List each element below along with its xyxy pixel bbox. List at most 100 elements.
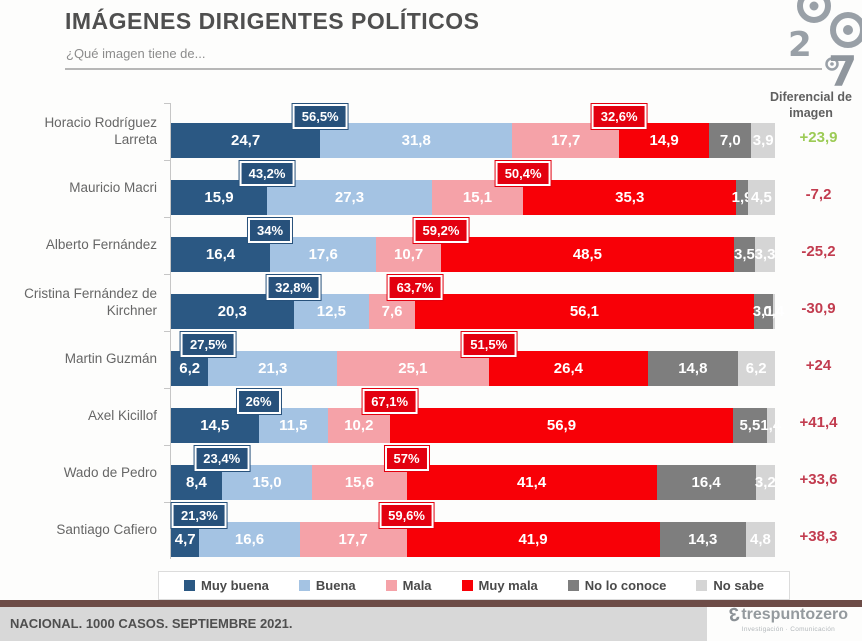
negative-total-badge: 51,5% — [461, 332, 517, 357]
diferencial-value: +24 — [805, 357, 832, 374]
bar-segment-no-sabe: 1,4 — [760, 408, 781, 443]
segment-value: 16,4 — [205, 246, 236, 263]
bar-segment-muy-mala: 56,1 — [415, 294, 754, 329]
bar-segment-no-lo-conoce: 5,5 — [733, 408, 767, 443]
row-plot: 15,9 27,3 15,1 35,3 1,9 4,5 43,2% 50,4% — [164, 160, 775, 217]
row-label: Martin Guzmán — [64, 351, 157, 367]
positive-total-badge: 26% — [236, 389, 281, 414]
footer-note-text: NACIONAL. 1000 CASOS. SEPTIEMBRE 2021. — [10, 616, 293, 631]
segment-value: 56,9 — [546, 417, 577, 434]
segment-value: 6,2 — [745, 360, 767, 377]
legend-label: No lo conoce — [584, 578, 667, 593]
row-label: Cristina Fernández de Kirchner — [24, 286, 157, 318]
diferencial-value: +33,6 — [799, 471, 838, 488]
segment-value: 4,5 — [750, 189, 772, 206]
segment-value: 10,7 — [394, 246, 424, 263]
page-subtitle: ¿Qué imagen tiene de... — [66, 46, 206, 61]
segment-value: 25,1 — [398, 360, 428, 377]
bar-segment-no-sabe: 6,2 — [737, 351, 775, 386]
stacked-bar: 4,7 16,6 17,7 41,9 14,3 4,8 — [171, 522, 775, 557]
chart-row: Santiago Cafiero 4,7 16,6 17,7 41,9 14,3 4,8 21… — [0, 502, 862, 559]
svg-text:7: 7 — [828, 47, 857, 92]
bar-segment-muy-mala: 56,9 — [389, 408, 734, 443]
segment-value: 7,0 — [719, 132, 741, 149]
bar-segment-no-lo-conoce: 7,0 — [709, 123, 752, 158]
negative-total-badge: 63,7% — [387, 275, 443, 300]
segment-value: 3,9 — [752, 132, 774, 149]
legend-label: Muy buena — [201, 578, 269, 593]
legend-item-no-sabe: No sabe — [696, 578, 764, 593]
segment-value: 4,7 — [174, 531, 196, 548]
footer-divider — [0, 600, 862, 607]
negative-total-badge: 50,4% — [495, 161, 551, 186]
segment-value: 27,3 — [334, 189, 365, 206]
row-label: Mauricio Macri — [69, 180, 157, 196]
negative-total-badge: 32,6% — [591, 104, 647, 129]
diferencial-value: -25,2 — [801, 243, 836, 260]
segment-value: 5,5 — [739, 417, 761, 434]
positive-total-badge: 21,3% — [171, 503, 227, 528]
diferencial-value: -30,9 — [801, 300, 836, 317]
legend: Muy buena Buena Mala Muy mala No lo conoce No… — [158, 571, 790, 600]
legend-swatch — [298, 580, 310, 591]
logo-subtext: Investigación · Comunicación — [741, 626, 836, 633]
segment-value: 14,8 — [678, 360, 708, 377]
row-label: Horacio Rodríguez Larreta — [44, 115, 157, 147]
stacked-bar: 20,3 12,5 7,6 56,1 3,1 0,4 — [171, 294, 784, 329]
bar-segment-buena: 27,3 — [267, 180, 432, 215]
chart-row: Wado de Pedro 8,4 15,0 15,6 41,4 16,4 3,2 23,4%… — [0, 445, 862, 502]
segment-value: 3,3 — [754, 246, 776, 263]
divider-line — [65, 68, 822, 70]
bar-segment-muy-mala: 41,4 — [406, 465, 657, 500]
segment-value: 15,1 — [462, 189, 493, 206]
trespuntozero-watermark-icon: 2 7 — [782, 0, 862, 97]
bar-segment-mala: 17,7 — [512, 123, 620, 158]
segment-value: 7,6 — [381, 303, 403, 320]
bar-segment-muy-mala: 48,5 — [440, 237, 734, 272]
legend-swatch — [567, 580, 579, 591]
segment-value: 4,8 — [750, 531, 771, 548]
row-plot: 20,3 12,5 7,6 56,1 3,1 0,4 32,8% 63,7% — [164, 274, 784, 331]
segment-value: 15,9 — [204, 189, 234, 206]
bar-segment-no-lo-conoce: 14,8 — [648, 351, 738, 386]
row-label: Alberto Fernández — [45, 237, 157, 253]
stacked-bar: 24,7 31,8 17,7 14,9 7,0 3,9 — [171, 123, 775, 158]
bar-segment-no-sabe: 3,3 — [755, 237, 775, 272]
segment-value: 0,4 — [763, 303, 785, 320]
bar-segment-muy-mala: 41,9 — [406, 522, 660, 557]
segment-value: 3,5 — [734, 246, 755, 263]
diferencial-value: +41,4 — [799, 414, 838, 431]
legend-item-muy-mala: Muy mala — [461, 578, 538, 593]
divider-curl-icon — [824, 56, 840, 77]
segment-value: 41,4 — [516, 474, 547, 491]
segment-value: 11,5 — [279, 417, 308, 434]
legend-label: Buena — [315, 578, 356, 593]
positive-total-badge: 23,4% — [194, 446, 250, 471]
positive-total-badge: 27,5% — [181, 332, 236, 357]
row-plot: 24,7 31,8 17,7 14,9 7,0 3,9 56,5% 32,6% — [164, 103, 775, 160]
row-plot: 4,7 16,6 17,7 41,9 14,3 4,8 21,3% 59,6% — [164, 502, 775, 559]
negative-total-badge: 59,6% — [379, 503, 434, 528]
segment-value: 31,8 — [401, 132, 431, 149]
chart-row: Martin Guzmán 6,2 21,3 25,1 26,4 14,8 6,2 27,5%… — [0, 331, 862, 388]
bar-segment-no-lo-conoce: 1,9 — [732, 180, 753, 215]
segment-value: 14,5 — [200, 417, 230, 434]
legend-swatch — [461, 580, 473, 591]
legend-label: Mala — [402, 578, 432, 593]
legend-swatch — [696, 580, 708, 591]
legend-label: Muy mala — [478, 578, 538, 593]
segment-value: 35,3 — [615, 189, 645, 206]
footer-logo: 3 trespuntozero Investigación · Comunica… — [727, 604, 848, 633]
footer-note: NACIONAL. 1000 CASOS. SEPTIEMBRE 2021. — [0, 607, 707, 641]
bar-segment-no-sabe: 0,4 — [763, 294, 784, 329]
segment-value: 21,3 — [258, 360, 288, 377]
segment-value: 3,2 — [754, 474, 776, 491]
segment-value: 56,1 — [569, 303, 600, 320]
segment-value: 3,1 — [752, 303, 774, 320]
bar-segment-no-lo-conoce: 3,5 — [733, 237, 756, 272]
chart-row: Axel Kicillof 14,5 11,5 10,2 56,9 5,5 1,4 26% 67… — [0, 388, 862, 445]
segment-value: 48,5 — [572, 246, 603, 263]
segment-value: 15,6 — [344, 474, 375, 491]
segment-value: 17,7 — [338, 531, 368, 548]
